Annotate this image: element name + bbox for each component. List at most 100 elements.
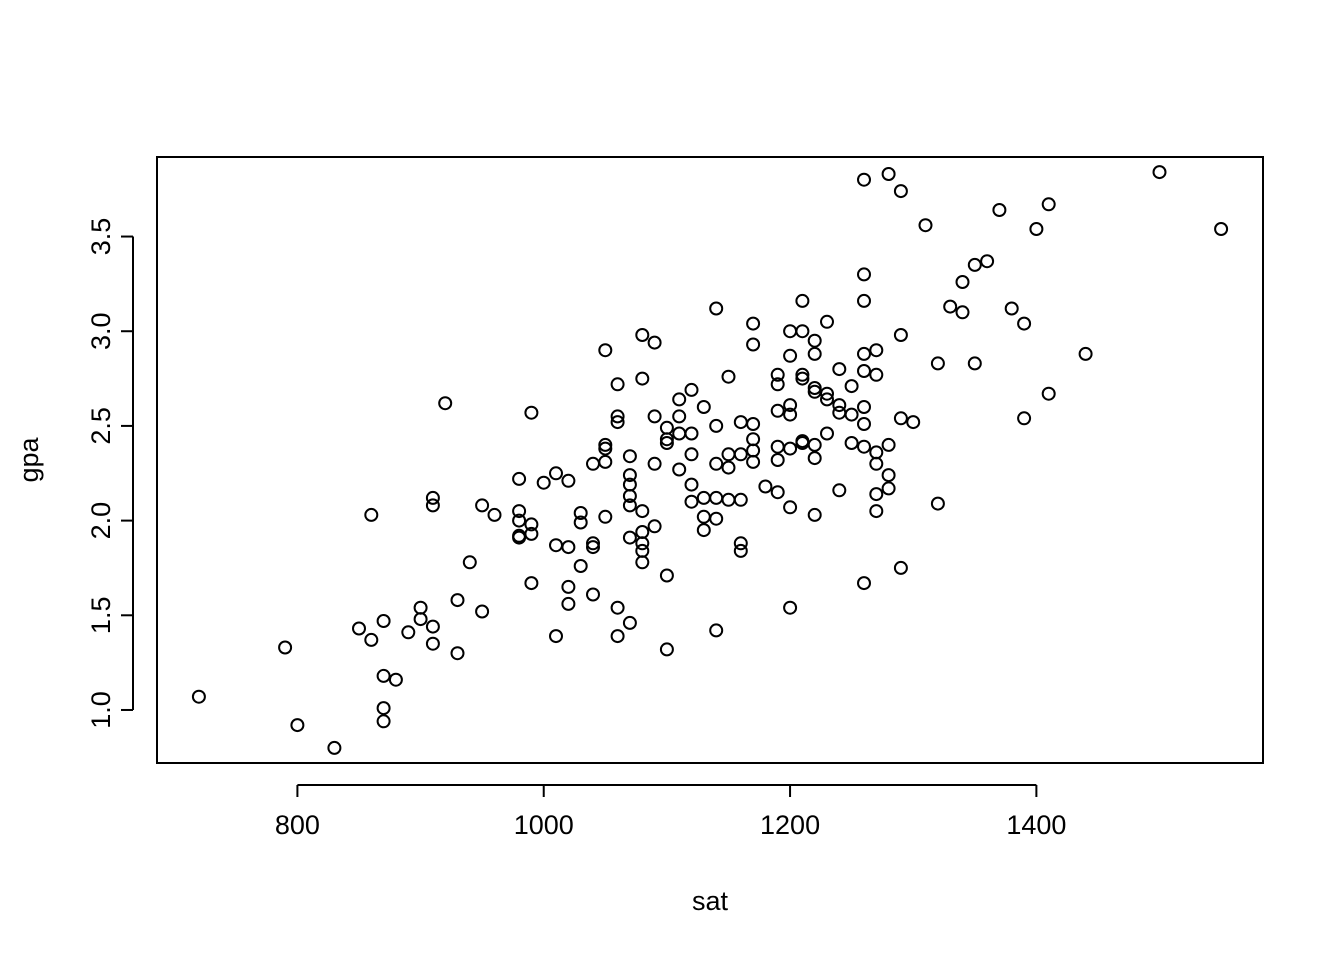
data-point bbox=[598, 509, 613, 524]
data-point bbox=[709, 490, 724, 505]
data-point bbox=[364, 632, 379, 647]
data-point bbox=[857, 267, 871, 282]
data-point bbox=[783, 407, 798, 422]
data-point bbox=[1004, 301, 1019, 316]
data-point bbox=[696, 490, 711, 505]
data-point bbox=[659, 432, 674, 447]
data-point bbox=[610, 600, 625, 615]
data-point bbox=[524, 405, 539, 420]
data-point bbox=[955, 275, 970, 289]
data-point bbox=[561, 579, 576, 594]
data-point bbox=[857, 576, 871, 591]
data-point bbox=[857, 172, 871, 187]
data-point bbox=[832, 483, 847, 498]
data-point bbox=[659, 568, 674, 583]
data-point bbox=[425, 636, 440, 651]
data-point bbox=[586, 536, 600, 551]
data-point bbox=[647, 456, 662, 471]
data-point bbox=[278, 640, 293, 655]
data-point bbox=[635, 328, 650, 342]
data-point bbox=[869, 343, 884, 358]
data-point bbox=[893, 184, 908, 199]
data-point bbox=[647, 335, 662, 350]
data-point bbox=[635, 525, 650, 539]
x-tick-label: 800 bbox=[275, 810, 320, 840]
data-point bbox=[475, 604, 490, 619]
data-point bbox=[783, 500, 798, 515]
x-tick-label: 1200 bbox=[760, 810, 820, 840]
data-point bbox=[709, 418, 724, 433]
data-point bbox=[1214, 222, 1229, 236]
data-point bbox=[967, 356, 982, 371]
y-tick-label: 3.0 bbox=[86, 312, 116, 350]
data-point bbox=[709, 301, 724, 316]
data-point bbox=[610, 629, 625, 644]
data-point bbox=[524, 526, 539, 541]
x-axis: 800 1000 1200 1400 bbox=[275, 784, 1066, 840]
data-point bbox=[672, 426, 687, 441]
data-point bbox=[1152, 165, 1167, 180]
data-point bbox=[746, 417, 761, 431]
y-axis: 1.0 1.5 2.0 2.5 3.0 3.5 bbox=[86, 218, 134, 729]
data-point bbox=[586, 540, 600, 555]
data-point bbox=[807, 381, 822, 395]
data-point bbox=[684, 382, 699, 397]
data-point bbox=[586, 587, 600, 602]
data-point bbox=[672, 409, 687, 424]
data-point bbox=[684, 447, 699, 462]
data-point bbox=[857, 346, 871, 361]
data-point bbox=[610, 409, 625, 424]
data-point bbox=[598, 437, 613, 452]
data-point bbox=[881, 167, 896, 181]
data-point bbox=[893, 411, 908, 426]
data-point bbox=[635, 504, 650, 519]
data-point bbox=[1029, 222, 1044, 236]
data-point bbox=[820, 314, 834, 329]
data-point bbox=[696, 523, 711, 538]
data-point bbox=[746, 337, 761, 352]
data-point bbox=[857, 400, 871, 414]
data-point bbox=[832, 405, 847, 420]
data-point bbox=[561, 596, 576, 611]
data-point bbox=[733, 415, 748, 430]
data-point bbox=[857, 364, 871, 378]
data-point bbox=[1017, 316, 1032, 331]
data-point bbox=[573, 506, 588, 520]
data-point bbox=[647, 409, 662, 424]
data-point bbox=[881, 468, 896, 483]
data-point bbox=[709, 511, 724, 526]
data-point bbox=[425, 490, 440, 505]
data-point bbox=[832, 398, 847, 413]
data-point bbox=[635, 371, 650, 386]
data-point bbox=[1078, 346, 1093, 361]
data-point bbox=[573, 515, 588, 530]
data-point bbox=[844, 379, 859, 394]
data-point bbox=[857, 417, 871, 431]
data-point bbox=[930, 356, 945, 371]
data-point bbox=[512, 504, 527, 519]
data-point bbox=[672, 392, 687, 407]
data-point bbox=[746, 443, 761, 458]
data-point bbox=[733, 536, 748, 551]
data-point bbox=[869, 367, 884, 382]
data-point bbox=[598, 454, 613, 469]
data-point bbox=[622, 468, 637, 483]
data-point bbox=[844, 436, 859, 450]
data-point bbox=[807, 451, 822, 466]
x-tick-label: 1000 bbox=[514, 810, 574, 840]
data-point bbox=[475, 498, 490, 513]
data-point bbox=[647, 519, 662, 534]
data-point bbox=[425, 619, 440, 634]
data-point bbox=[684, 494, 699, 509]
y-tick-label: 2.5 bbox=[86, 407, 116, 445]
data-point bbox=[413, 600, 428, 615]
data-point bbox=[573, 559, 588, 573]
data-point bbox=[659, 420, 674, 435]
data-point bbox=[709, 456, 724, 471]
data-point bbox=[635, 543, 650, 558]
data-point bbox=[1017, 411, 1032, 426]
data-point bbox=[622, 498, 637, 513]
data-points bbox=[191, 165, 1229, 755]
data-point bbox=[401, 625, 416, 640]
data-point bbox=[622, 615, 637, 630]
